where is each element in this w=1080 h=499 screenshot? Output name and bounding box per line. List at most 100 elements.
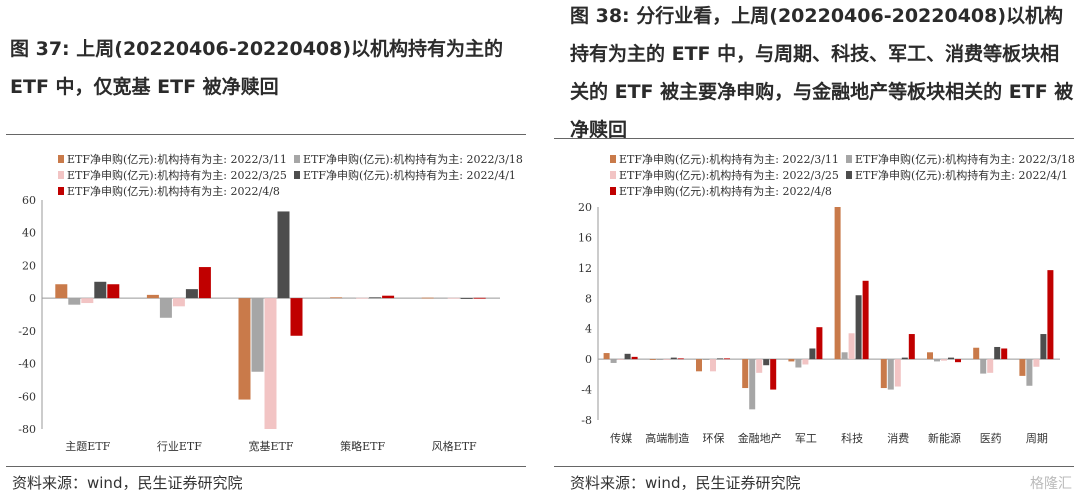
bar	[980, 359, 987, 374]
right-figure-title: 图 38: 分行业看，上周(20220406-20220408)以机构持有为主的…	[570, 5, 1074, 141]
bar	[473, 297, 486, 299]
x-category-label: 宽基ETF	[249, 439, 294, 453]
left-chart: ETF净申购(亿元):机构持有为主: 2022/3/11 ETF净申购(亿元):机…	[18, 152, 523, 453]
bar	[816, 327, 823, 360]
legend-label: ETF净申购(亿元):机构持有为主: 2022/3/11	[67, 152, 287, 166]
bar	[198, 267, 211, 299]
x-category-label: 消费	[887, 431, 909, 445]
bar	[1033, 359, 1040, 367]
legend-label: ETF净申购(亿元):机构持有为主: 2022/3/25	[619, 168, 839, 182]
bar	[696, 359, 702, 372]
y-tick-label: -60	[18, 390, 36, 403]
y-tick-label: 60	[22, 194, 36, 207]
bar	[994, 346, 1001, 360]
bar	[172, 298, 185, 307]
x-category-label: 金融地产	[738, 431, 782, 445]
bar	[802, 359, 809, 365]
legend-swatch	[58, 187, 64, 195]
legend-swatch	[846, 171, 852, 179]
bar	[290, 298, 303, 336]
legend-label: ETF净申购(亿元):机构持有为主: 2022/3/11	[619, 152, 839, 166]
bar	[742, 359, 749, 389]
legend-swatch	[58, 155, 64, 163]
bar	[749, 359, 756, 410]
y-tick-label: 16	[578, 231, 592, 244]
legend-label: ETF净申购(亿元):机构持有为主: 2022/4/1	[855, 168, 1068, 182]
bar	[656, 359, 663, 360]
y-tick-label: 4	[585, 323, 592, 336]
bar	[770, 359, 777, 390]
bar	[421, 297, 434, 299]
right-source-note: 资料来源：wind，民生证券研究院	[570, 474, 801, 492]
bar	[1047, 270, 1054, 360]
bar	[834, 207, 841, 360]
y-tick-label: 20	[22, 259, 36, 272]
bar	[251, 298, 264, 372]
bar	[894, 359, 901, 387]
x-category-label: 行业ETF	[157, 440, 202, 453]
bar	[330, 297, 343, 299]
y-tick-label: -40	[18, 358, 36, 371]
y-tick-label: 8	[585, 292, 592, 305]
x-category-label: 科技	[841, 431, 863, 445]
legend-label: ETF净申购(亿元):机构持有为主: 2022/3/18	[303, 152, 523, 166]
legend-swatch	[610, 171, 616, 179]
bar	[717, 358, 723, 360]
x-category-label: 风格ETF	[432, 439, 477, 453]
bar	[617, 359, 624, 360]
x-category-label: 主题ETF	[65, 440, 110, 453]
x-category-label: 军工	[795, 432, 817, 445]
y-tick-label: 0	[29, 292, 36, 305]
x-category-label: 策略ETF	[340, 439, 385, 453]
bar	[862, 280, 869, 360]
bar	[670, 357, 677, 360]
bar	[603, 353, 610, 360]
legend-swatch	[58, 171, 64, 179]
legend-label: ETF净申购(亿元):机构持有为主: 2022/3/18	[855, 152, 1075, 166]
bar	[277, 211, 290, 299]
left-panel: 图 37: 上周(20220406-20220408)以机构持有为主的 ETF …	[0, 0, 532, 499]
x-category-label: 传媒	[610, 432, 632, 445]
x-category-label: 周期	[1026, 432, 1048, 445]
left-title-rule	[6, 134, 526, 135]
x-category-label: 高端制造	[645, 431, 689, 445]
bar	[81, 298, 94, 304]
bar	[107, 284, 120, 299]
bar	[356, 297, 369, 299]
bar	[1040, 334, 1047, 360]
y-tick-label: -20	[18, 325, 36, 338]
bar	[756, 359, 763, 373]
bar	[880, 359, 887, 389]
right-panel: 图 38: 分行业看，上周(20220406-20220408)以机构持有为主的…	[548, 0, 1080, 499]
bar	[763, 359, 770, 366]
bar	[1019, 359, 1026, 376]
bar	[941, 359, 947, 361]
left-source-note: 资料来源：wind，民生证券研究院	[12, 474, 243, 492]
bar	[649, 359, 656, 360]
legend-label: ETF净申购(亿元):机构持有为主: 2022/4/8	[619, 184, 832, 198]
legend-label: ETF净申购(亿元):机构持有为主: 2022/3/25	[67, 168, 287, 182]
bar	[382, 295, 395, 299]
legend-label: ETF净申购(亿元):机构持有为主: 2022/4/1	[303, 168, 516, 182]
bar	[631, 356, 638, 360]
bar	[724, 358, 730, 360]
bar	[159, 298, 172, 318]
y-tick-label: -80	[18, 423, 36, 436]
x-category-label: 医药	[980, 432, 1002, 445]
right-bottom-rule	[554, 466, 1074, 467]
y-tick-label: 20	[578, 201, 592, 214]
bar	[841, 352, 848, 360]
bar	[901, 357, 908, 360]
bar	[343, 297, 356, 299]
bar	[369, 297, 382, 299]
bar	[146, 294, 159, 299]
legend-swatch	[610, 155, 616, 163]
y-tick-label: 12	[578, 262, 592, 275]
right-title-rule	[554, 138, 1074, 139]
x-category-label: 环保	[703, 431, 725, 445]
bar	[238, 298, 251, 400]
bar	[460, 298, 473, 299]
bar	[855, 295, 862, 360]
bar	[677, 358, 684, 360]
legend-swatch	[294, 171, 300, 179]
